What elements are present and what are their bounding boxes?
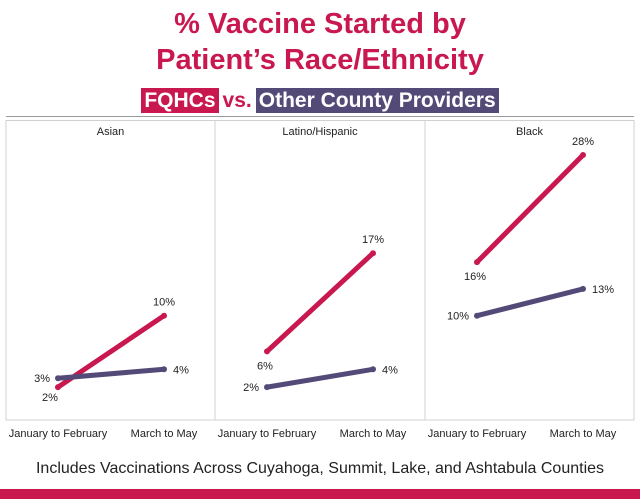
header-divider [6, 116, 634, 117]
series-line-other [474, 286, 586, 319]
data-point [474, 259, 480, 266]
data-point [580, 285, 586, 292]
series-line-fqhc [474, 152, 586, 265]
x-tick-label: January to February [218, 428, 317, 440]
data-label: 28% [572, 136, 594, 148]
x-tick-label: January to February [9, 428, 108, 440]
data-label: 2% [42, 392, 58, 404]
data-point [55, 384, 61, 391]
data-point [264, 384, 270, 391]
data-point [55, 375, 61, 382]
panel-frame [424, 120, 635, 421]
x-tick-label: January to February [428, 428, 527, 440]
footnote: Includes Vaccinations Across Cuyahoga, S… [35, 460, 605, 477]
other-providers-legend-tag: Other County Providers [255, 88, 499, 113]
data-label: 3% [34, 373, 50, 385]
data-label: 4% [382, 364, 398, 376]
data-point [580, 152, 586, 158]
data-label: 17% [362, 234, 384, 246]
data-label: 2% [243, 382, 259, 394]
chart-title-line-1: % Vaccine Started by [174, 8, 466, 40]
data-point [370, 250, 376, 257]
panel-line-chart: Asian January to February March to May 2% 3%… [5, 120, 635, 440]
data-label: 6% [257, 360, 273, 372]
data-label: 10% [447, 311, 469, 323]
data-point [474, 312, 480, 319]
x-tick-label: March to May [131, 428, 198, 440]
series-line-other [55, 366, 167, 381]
chart-subtitle: FQHCs vs. Other County Providers [0, 88, 640, 114]
series-line-fqhc [264, 250, 376, 354]
x-tick-label: March to May [340, 428, 407, 440]
x-tick-label: March to May [550, 428, 617, 440]
panel-title: Asian [97, 126, 125, 138]
data-point [161, 312, 167, 319]
chart-title-line-2: Patient’s Race/Ethnicity [156, 44, 484, 76]
series-line-other [264, 366, 376, 390]
data-label: 10% [153, 297, 175, 309]
data-point [264, 348, 270, 355]
data-point [370, 366, 376, 373]
versus-text: vs. [222, 89, 252, 112]
data-label: 16% [464, 271, 486, 283]
fqhc-legend-tag: FQHCs [141, 88, 219, 113]
panel-title: Black [516, 126, 543, 138]
bottom-accent-bar [0, 489, 640, 499]
data-point [161, 366, 167, 373]
data-label: 13% [592, 284, 614, 296]
data-label: 4% [173, 364, 189, 376]
panel-title: Latino/Hispanic [282, 126, 358, 138]
